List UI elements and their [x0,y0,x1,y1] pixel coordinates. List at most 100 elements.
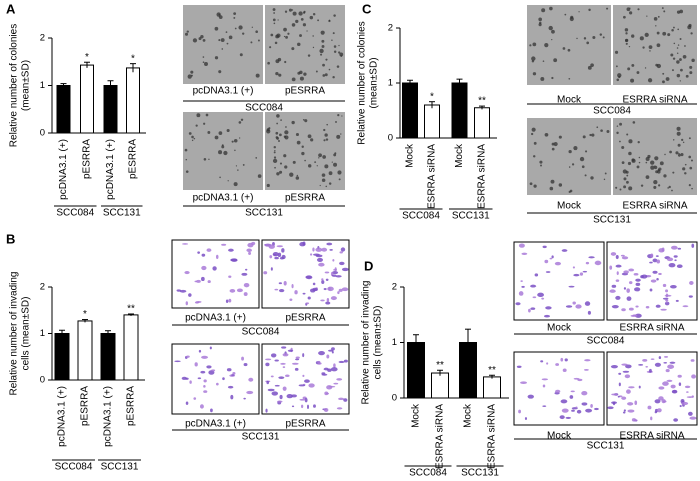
cell-dot [656,277,659,281]
colony-dot [630,78,635,83]
cell-dot [188,293,192,297]
colony-dot [322,63,325,67]
colony-dot [322,155,326,159]
cell-dot [318,262,325,267]
colony-dot [332,75,335,79]
colony-dot [323,128,326,132]
colony-dot [548,25,553,31]
colony-dot [321,173,326,177]
cell-dot [635,305,639,308]
colony-dot [283,154,287,158]
cell-dot [243,397,246,400]
group-label: SCC084 [409,468,447,479]
colony-dot [196,113,201,118]
y-tick-label: 0 [40,375,45,386]
cell-dot [325,278,329,281]
colony-dot [321,39,325,43]
cell-dot [518,409,521,414]
cell-dot [581,402,588,406]
group-label: SCC131 [461,468,499,479]
cell-dot [554,261,561,266]
group-label: SCC131 [242,432,280,443]
colony-dot [328,68,331,71]
colony-dot [599,33,603,36]
cell-dot [665,369,670,373]
cell-dot [227,385,234,389]
colony-dot [532,72,537,76]
colony-dot [242,32,245,35]
cell-dot [302,353,305,358]
colony-dot [297,42,301,47]
cell-dot [307,404,310,410]
cell-dot [299,398,306,401]
cell-dot [633,272,639,276]
colony-dot [274,166,276,169]
colony-dot [310,138,314,142]
colony-dot [650,160,655,165]
cell-dot [216,382,219,386]
cell-dot [230,258,238,262]
error-bar [489,374,495,379]
colony-dot [627,67,631,71]
colony-dot [689,71,693,75]
cell-dot [667,364,675,369]
cell-dot [281,248,285,253]
error-bar [413,334,419,351]
colony-dot [324,133,328,137]
y-tick-label: 1 [392,337,397,348]
colony-dot [202,61,205,64]
cell-dot [339,261,345,266]
y-axis-label: (mean±SD) [369,57,380,108]
colony-dot [549,186,554,191]
cell-dot [616,271,619,276]
cell-dot [335,275,342,278]
cell-dot [688,411,693,416]
colony-dot [673,42,676,45]
cell-dot [611,304,619,309]
colony-dot [690,159,693,162]
cell-dot [632,314,638,317]
panel-letter: A [6,1,16,16]
cell-dot [330,296,337,301]
cell-dot [271,391,279,396]
colony-dot [218,70,222,74]
cell-dot [551,255,554,259]
group-label: SCC084 [242,327,280,338]
colony-dot [676,47,679,49]
y-axis-label: Relative number of colonies [357,21,368,144]
cell-dot [658,396,664,401]
colony-dot [242,163,245,166]
colony-dot [307,54,311,57]
colony-dot [671,28,674,32]
colony-dot [272,158,278,164]
cell-dot [325,301,331,305]
cell-dot [652,258,658,263]
cell-dot [315,254,323,258]
cell-dot [584,301,591,306]
x-tick-label: ESRRA siRNA [427,144,438,209]
micrograph-label: ESRRA siRNA [619,323,684,334]
colony-dot [312,46,315,49]
colony-dot [277,19,279,21]
cell-dot [635,278,641,282]
cell-dot [278,282,282,285]
colony-dot [326,123,328,126]
cell-dot [186,355,190,358]
cell-dot [321,278,324,281]
bar [103,85,118,134]
colony-dot [628,186,633,191]
colony-dot [684,45,686,47]
colony-dot [257,39,260,42]
colony-dot [335,121,337,123]
colony-dot [296,174,299,177]
colony-dot [287,32,290,35]
cell-dot [321,372,326,375]
colony-dot [636,71,640,74]
colony-dot [315,70,318,73]
group-label: SCC131 [452,211,490,222]
colony-dot [676,73,681,78]
colony-dot [532,42,537,47]
colony-dot [280,119,282,121]
colony-dot [682,167,686,171]
colony-dot [205,113,209,117]
